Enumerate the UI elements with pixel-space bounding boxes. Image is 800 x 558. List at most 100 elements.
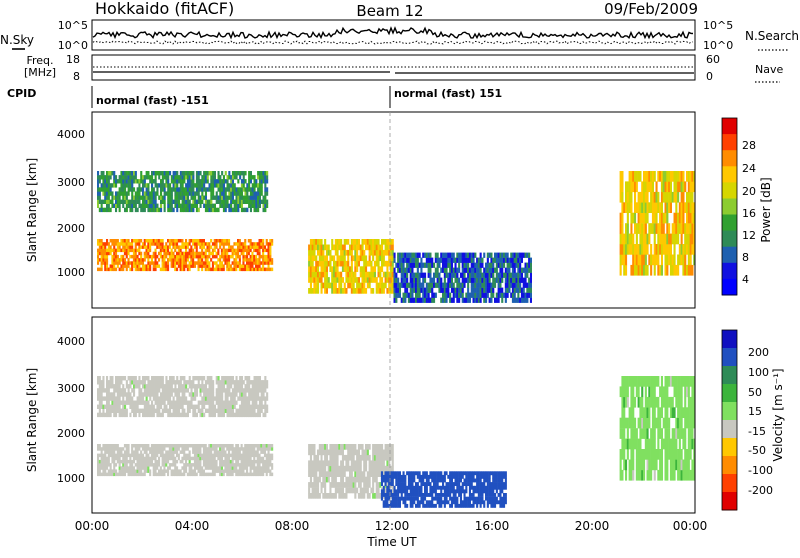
heatmap-cell bbox=[232, 268, 234, 272]
heatmap-cell bbox=[246, 252, 248, 256]
heatmap-cell bbox=[363, 488, 365, 494]
heatmap-cell bbox=[122, 396, 124, 400]
heatmap-cell bbox=[156, 454, 158, 458]
heatmap-cell bbox=[257, 242, 259, 246]
heatmap-cell bbox=[627, 244, 629, 255]
heatmap-cell bbox=[499, 278, 501, 283]
heatmap-cell bbox=[160, 204, 162, 208]
heatmap-cell bbox=[173, 183, 175, 187]
heatmap-cell bbox=[458, 253, 460, 258]
heatmap-cell bbox=[641, 244, 643, 255]
heatmap-cell bbox=[212, 447, 214, 451]
heatmap-cell bbox=[230, 204, 232, 208]
heatmap-cell bbox=[232, 405, 234, 409]
heatmap-cell bbox=[386, 250, 388, 256]
heatmap-cell bbox=[266, 175, 268, 179]
heatmap-cell bbox=[171, 413, 173, 417]
heatmap-cell bbox=[192, 413, 194, 417]
heatmap-cell bbox=[115, 454, 117, 458]
heatmap-cell bbox=[171, 469, 173, 473]
heatmap-cell bbox=[232, 249, 234, 253]
heatmap-cell bbox=[313, 455, 315, 461]
heatmap-cell bbox=[198, 463, 200, 467]
colorbar-swatch bbox=[722, 166, 737, 183]
heatmap-cell bbox=[117, 388, 119, 392]
heatmap-cell bbox=[663, 223, 665, 234]
heatmap-cell bbox=[406, 288, 408, 293]
heatmap-cell bbox=[464, 268, 466, 273]
heatmap-cell bbox=[129, 175, 131, 179]
heatmap-cell bbox=[178, 258, 180, 262]
heatmap-cell bbox=[221, 469, 223, 473]
heatmap-cell bbox=[519, 263, 521, 268]
heatmap-cell bbox=[324, 460, 326, 466]
heatmap-cell bbox=[264, 183, 266, 187]
heatmap-cell bbox=[221, 388, 223, 392]
heatmap-cell bbox=[408, 293, 410, 298]
heatmap-cell bbox=[162, 268, 164, 272]
heatmap-cell bbox=[113, 261, 115, 265]
heatmap-cell bbox=[142, 264, 144, 268]
heatmap-cell bbox=[242, 261, 244, 265]
heatmap-cell bbox=[517, 253, 519, 258]
heatmap-cell bbox=[128, 388, 130, 392]
heatmap-cell bbox=[268, 469, 270, 473]
heatmap-cell bbox=[269, 239, 271, 243]
heatmap-cell bbox=[111, 242, 113, 246]
heatmap-cell bbox=[250, 268, 252, 272]
heatmap-cell bbox=[225, 171, 227, 175]
heatmap-cell bbox=[492, 258, 494, 263]
heatmap-cell bbox=[164, 405, 166, 409]
heatmap-cell bbox=[212, 388, 214, 392]
heatmap-cell bbox=[315, 471, 317, 477]
heatmap-cell bbox=[324, 288, 326, 294]
heatmap-cell bbox=[153, 179, 155, 183]
heatmap-cell bbox=[164, 191, 166, 195]
heatmap-cell bbox=[160, 454, 162, 458]
heatmap-cell bbox=[264, 466, 266, 470]
heatmap-cell bbox=[153, 376, 155, 380]
heatmap-cell bbox=[629, 192, 631, 203]
heatmap-cell bbox=[176, 191, 178, 195]
heatmap-cell bbox=[146, 171, 148, 175]
heatmap-cell bbox=[254, 187, 256, 191]
heatmap-cell bbox=[216, 268, 218, 272]
heatmap-cell bbox=[106, 191, 108, 195]
heatmap-cell bbox=[180, 469, 182, 473]
heatmap-cell bbox=[335, 493, 337, 499]
heatmap-cell bbox=[187, 171, 189, 175]
heatmap-cell bbox=[181, 264, 183, 268]
heatmap-cell bbox=[176, 179, 178, 183]
heatmap-cell bbox=[411, 273, 413, 278]
heatmap-cell bbox=[180, 252, 182, 256]
heatmap-cell bbox=[378, 482, 380, 488]
heatmap-cell bbox=[319, 493, 321, 499]
heatmap-cell bbox=[113, 268, 115, 272]
heatmap-cell bbox=[128, 175, 130, 179]
heatmap-cell bbox=[224, 261, 226, 265]
heatmap-cell bbox=[411, 278, 413, 283]
heatmap-cell bbox=[219, 204, 221, 208]
heatmap-cell bbox=[473, 278, 475, 283]
heatmap-cell bbox=[312, 261, 314, 267]
heatmap-cell bbox=[449, 273, 451, 278]
heatmap-cell bbox=[686, 213, 688, 224]
heatmap-cell bbox=[207, 255, 209, 259]
heatmap-cell bbox=[129, 255, 131, 259]
heatmap-cell bbox=[424, 288, 426, 293]
heatmap-cell bbox=[372, 444, 374, 450]
heatmap-cell bbox=[435, 283, 437, 288]
heatmap-cell bbox=[269, 261, 271, 265]
heatmap-cell bbox=[250, 409, 252, 413]
heatmap-cell bbox=[115, 204, 117, 208]
heatmap-cell bbox=[625, 192, 627, 203]
heatmap-cell bbox=[383, 288, 385, 294]
heatmap-cell bbox=[119, 454, 121, 458]
heatmap-cell bbox=[137, 242, 139, 246]
heatmap-cell bbox=[345, 477, 347, 483]
heatmap-cell bbox=[194, 204, 196, 208]
heatmap-cell bbox=[248, 200, 250, 204]
heatmap-cell bbox=[315, 466, 317, 472]
heatmap-cell bbox=[453, 258, 455, 263]
heatmap-cell bbox=[214, 413, 216, 417]
